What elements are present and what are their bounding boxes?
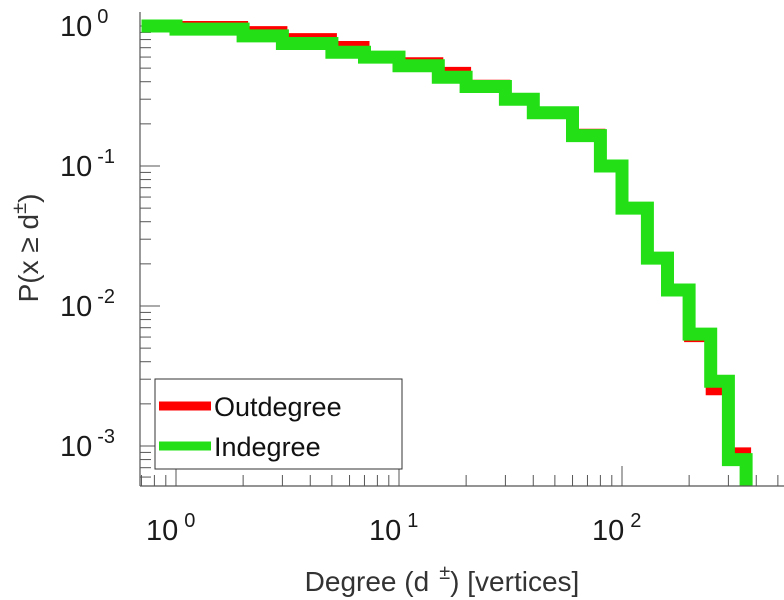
x-tick-label-base: 10 — [146, 515, 178, 547]
x-tick-label: 10 2 — [592, 510, 641, 547]
y-tick-label-exp: -2 — [97, 286, 115, 308]
y-tick-label: 10 -3 — [60, 426, 115, 463]
x-tick-label-exp: 1 — [407, 510, 418, 532]
x-axis-label-main: Degree (d — [305, 566, 430, 597]
series-line-indegree — [141, 19, 753, 486]
y-tick-label-exp: -1 — [97, 146, 115, 168]
x-tick-label-exp: 2 — [630, 510, 641, 532]
x-tick-label-base: 10 — [369, 515, 401, 547]
legend-box — [154, 378, 403, 470]
y-tick-label: 10 0 — [60, 6, 108, 43]
x-tick-labels: 10 0 10 1 10 2 — [146, 510, 641, 547]
x-axis-label-sup: ± — [439, 562, 450, 584]
x-axis-label: Degree (d ±) [vertices] — [305, 562, 580, 597]
data-series — [141, 19, 753, 486]
legend-label-indegree: Indegree — [214, 432, 321, 462]
y-tick-label-exp: 0 — [97, 6, 108, 28]
y-tick-label: 10 -2 — [60, 286, 115, 323]
y-tick-label-base: 10 — [60, 11, 92, 43]
x-axis-label-tail: ) [vertices] — [450, 566, 579, 597]
y-tick-label-exp: -3 — [97, 426, 115, 448]
y-axis-label-main: P(x ≥ d — [13, 214, 44, 303]
y-tick-label: 10 -1 — [60, 146, 115, 183]
y-axis-label-sup: ± — [9, 203, 31, 214]
y-tick-label-base: 10 — [60, 151, 92, 183]
legend: Outdegree Indegree — [154, 378, 403, 470]
x-tick-label-base: 10 — [592, 515, 624, 547]
y-tick-label-base: 10 — [60, 291, 92, 323]
legend-label-outdegree: Outdegree — [214, 392, 342, 422]
y-tick-label-base: 10 — [60, 431, 92, 463]
x-tick-label: 10 0 — [146, 510, 195, 547]
y-axis-label-tail: ) — [13, 194, 44, 203]
y-axis-label: P(x ≥ d±) — [9, 194, 44, 303]
x-tick-label: 10 1 — [369, 510, 418, 547]
x-tick-label-exp: 0 — [184, 510, 195, 532]
